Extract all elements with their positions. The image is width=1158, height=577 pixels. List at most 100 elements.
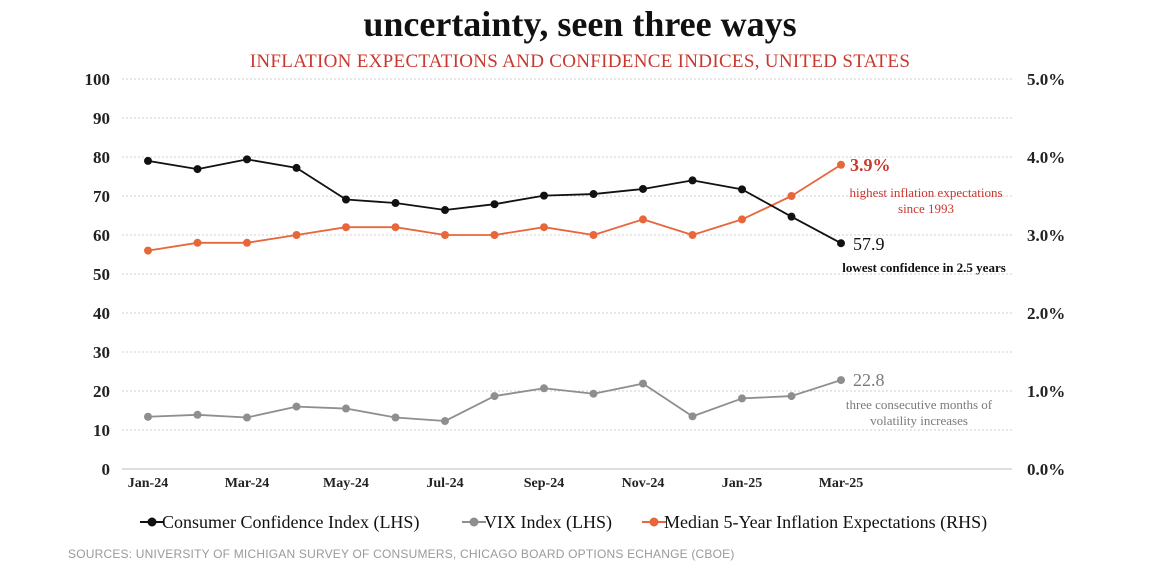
data-point: [490, 231, 499, 239]
data-point: [639, 215, 647, 224]
y-axis-left: 0 10 20 30 40 50 60 70 80 90 100: [85, 70, 111, 479]
y-left-tick-label: 30: [93, 343, 110, 362]
vix-note-line1: three consecutive months of: [846, 397, 993, 412]
y-axis-right: 0.0% 1.0% 2.0% 3.0% 4.0% 5.0%: [1027, 70, 1065, 479]
y-left-tick-label: 60: [93, 226, 110, 245]
inflation-end-value: 3.9%: [850, 155, 891, 175]
annotation-confidence: 57.9 lowest confidence in 2.5 years: [842, 234, 1006, 275]
confidence-end-value: 57.9: [853, 234, 885, 254]
legend-item-inflation: Median 5-Year Inflation Expectations (RH…: [642, 512, 987, 533]
x-tick-label: Jul-24: [426, 476, 463, 491]
data-point: [688, 412, 697, 421]
x-axis: Jan-24 Mar-24 May-24 Jul-24 Sep-24 Nov-24 Jan-…: [128, 476, 864, 491]
annotation-inflation: 3.9% highest inflation expectations sinc…: [849, 155, 1002, 216]
data-point: [342, 404, 350, 413]
y-left-tick-label: 20: [93, 382, 110, 401]
data-point: [837, 160, 845, 169]
series-layer: [144, 155, 845, 426]
data-point: [589, 389, 598, 398]
x-tick-label: May-24: [323, 476, 369, 491]
data-point: [490, 200, 499, 209]
data-point: [639, 184, 647, 193]
y-left-tick-label: 50: [93, 265, 110, 284]
series-2: [144, 160, 845, 255]
data-point: [441, 231, 449, 239]
source-note: SOURCES: UNIVERSITY OF MICHIGAN SURVEY O…: [68, 547, 735, 561]
y-left-tick-label: 0: [102, 460, 111, 479]
y-left-tick-label: 70: [93, 187, 110, 206]
x-tick-label: Sep-24: [524, 476, 564, 491]
data-point: [342, 195, 350, 204]
data-point: [639, 379, 647, 388]
y-left-tick-label: 90: [93, 109, 110, 128]
data-point: [540, 191, 548, 200]
data-point: [738, 215, 746, 224]
data-point: [391, 413, 400, 422]
data-point: [292, 231, 301, 239]
y-left-tick-label: 10: [93, 421, 110, 440]
data-point: [243, 238, 251, 247]
y-left-tick-label: 80: [93, 148, 110, 167]
inflation-note-line1: highest inflation expectations: [849, 185, 1002, 200]
chart-subtitle: INFLATION EXPECTATIONS AND CONFIDENCE IN…: [250, 51, 910, 72]
data-point: [688, 231, 697, 239]
data-point: [193, 238, 202, 247]
y-left-tick-label: 100: [85, 70, 111, 89]
confidence-note: lowest confidence in 2.5 years: [842, 260, 1006, 275]
y-right-tick-label: 3.0%: [1027, 226, 1065, 245]
y-right-tick-label: 5.0%: [1027, 70, 1065, 89]
data-point: [787, 192, 796, 200]
legend-label-vix: VIX Index (LHS): [484, 512, 612, 533]
data-point: [441, 206, 449, 215]
series-line: [147, 379, 842, 422]
data-point: [144, 246, 152, 255]
x-tick-label: Mar-25: [819, 476, 864, 491]
gridlines: [122, 78, 1012, 470]
data-point: [738, 185, 746, 194]
data-point: [391, 223, 400, 232]
data-point: [292, 163, 301, 172]
data-point: [738, 394, 746, 403]
data-point: [837, 376, 845, 385]
data-point: [144, 412, 152, 421]
data-point: [540, 384, 548, 393]
legend-item-vix: VIX Index (LHS): [462, 512, 612, 533]
data-point: [589, 190, 598, 199]
data-point: [688, 176, 697, 185]
x-tick-label: Jan-25: [722, 476, 762, 491]
y-right-tick-label: 1.0%: [1027, 382, 1065, 401]
data-point: [391, 199, 400, 208]
data-point: [787, 212, 796, 221]
vix-end-value: 22.8: [853, 370, 885, 390]
data-point: [292, 402, 301, 411]
data-point: [490, 392, 499, 401]
data-point: [342, 223, 350, 232]
legend-label-confidence: Consumer Confidence Index (LHS): [162, 512, 419, 533]
inflation-note-line2: since 1993: [898, 201, 954, 216]
data-point: [441, 417, 449, 426]
data-point: [589, 231, 598, 239]
legend-label-inflation: Median 5-Year Inflation Expectations (RH…: [664, 512, 987, 533]
data-point: [243, 155, 251, 164]
data-point: [787, 392, 796, 401]
x-tick-label: Mar-24: [225, 476, 270, 491]
data-point: [837, 239, 845, 248]
x-tick-label: Jan-24: [128, 476, 168, 491]
series-1: [144, 376, 845, 426]
y-right-tick-label: 0.0%: [1027, 460, 1065, 479]
x-tick-label: Nov-24: [622, 476, 665, 491]
annotation-vix: 22.8 three consecutive months of volatil…: [846, 370, 993, 428]
series-0: [144, 155, 845, 248]
y-right-tick-label: 2.0%: [1027, 304, 1065, 323]
data-point: [540, 223, 548, 232]
data-point: [193, 410, 202, 419]
y-left-tick-label: 40: [93, 304, 110, 323]
legend: Consumer Confidence Index (LHS) VIX Inde…: [140, 512, 987, 533]
chart-title: uncertainty, seen three ways: [363, 4, 796, 44]
data-point: [144, 156, 152, 165]
y-right-tick-label: 4.0%: [1027, 148, 1065, 167]
legend-item-confidence: Consumer Confidence Index (LHS): [140, 512, 419, 533]
data-point: [243, 413, 251, 422]
data-point: [193, 165, 202, 174]
